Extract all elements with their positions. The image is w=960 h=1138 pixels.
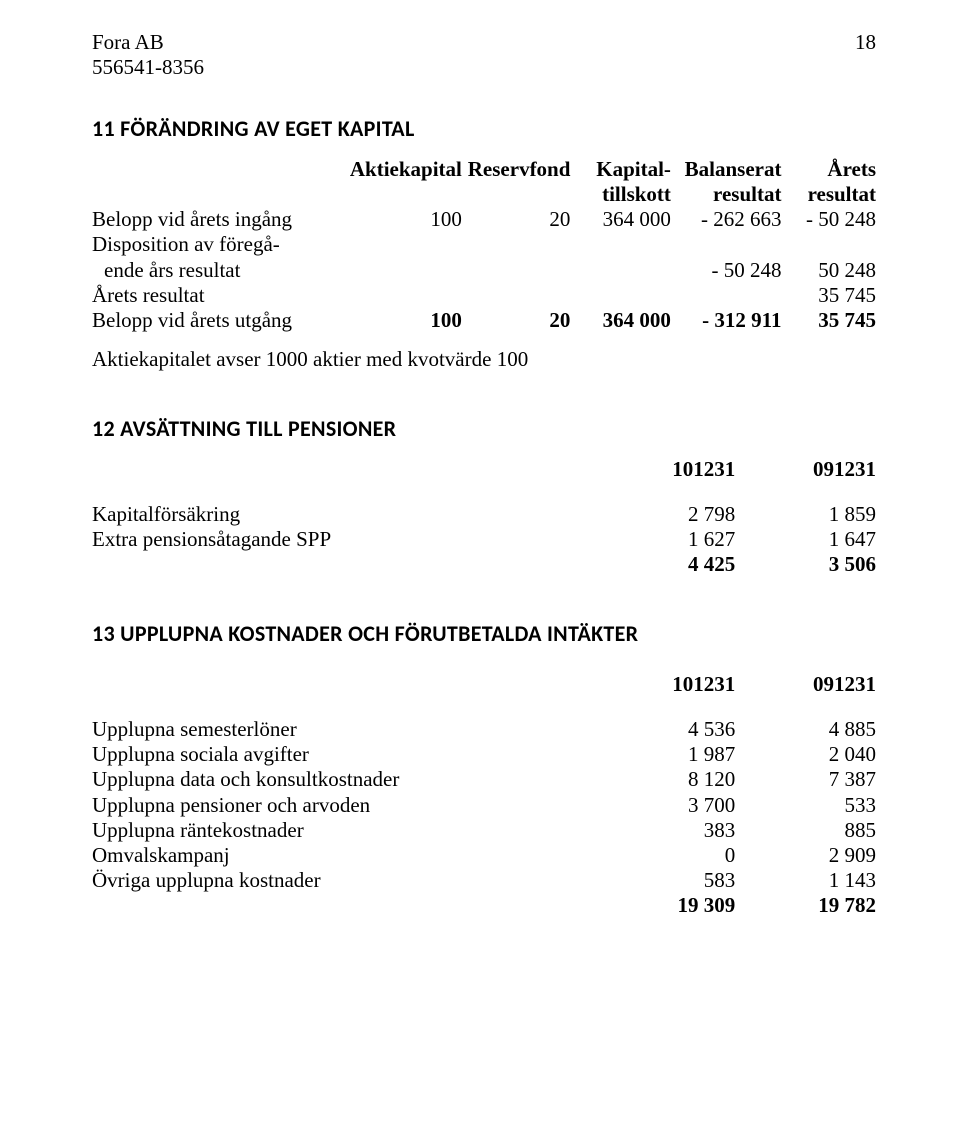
cell: 1 859 bbox=[735, 502, 876, 527]
cell: 35 745 bbox=[781, 308, 876, 333]
total-row: 19 309 19 782 bbox=[92, 893, 876, 918]
cell: 1 987 bbox=[595, 742, 736, 767]
col-091231: 091231 bbox=[735, 672, 876, 697]
table-pension-provisions: 101231 091231 Kapitalförsäkring 2 798 1 … bbox=[92, 457, 876, 578]
col-reservfond: Reservfond bbox=[462, 157, 571, 182]
table-row: Upplupna data och konsultkostnader 8 120… bbox=[92, 767, 876, 792]
table-row: Upplupna räntekostnader 383 885 bbox=[92, 818, 876, 843]
row-label: Upplupna räntekostnader bbox=[92, 818, 595, 843]
row-label: Belopp vid årets utgång bbox=[92, 308, 343, 333]
total-cell: 19 782 bbox=[735, 893, 876, 918]
total-cell: 19 309 bbox=[595, 893, 736, 918]
cell: 4 885 bbox=[735, 717, 876, 742]
col-balanserat-1: Balanserat bbox=[671, 157, 782, 182]
row-label: Kapitalförsäkring bbox=[92, 502, 595, 527]
cell: - 50 248 bbox=[671, 258, 782, 283]
cell: 100 bbox=[343, 308, 462, 333]
total-row: 4 425 3 506 bbox=[92, 552, 876, 577]
col-arets-2: resultat bbox=[781, 182, 876, 207]
row-label: Upplupna sociala avgifter bbox=[92, 742, 595, 767]
row-label: Årets resultat bbox=[92, 283, 343, 308]
col-balanserat-2: resultat bbox=[671, 182, 782, 207]
section-13-title: 13 UPPLUPNA KOSTNADER OCH FÖRUTBETALDA I… bbox=[92, 621, 876, 647]
row-label: Extra pensionsåtagande SPP bbox=[92, 527, 595, 552]
equity-note: Aktiekapitalet avser 1000 aktier med kvo… bbox=[92, 347, 876, 372]
cell: 2 798 bbox=[595, 502, 736, 527]
col-101231: 101231 bbox=[595, 457, 736, 482]
row-label: ende års resultat bbox=[92, 258, 343, 283]
table-row: Upplupna sociala avgifter 1 987 2 040 bbox=[92, 742, 876, 767]
cell: 383 bbox=[595, 818, 736, 843]
row-label: Belopp vid årets ingång bbox=[92, 207, 343, 232]
cell: 3 700 bbox=[595, 793, 736, 818]
col-aktiekapital: Aktiekapital bbox=[343, 157, 462, 182]
cell: 35 745 bbox=[781, 283, 876, 308]
table-accrued-expenses: 101231 091231 Upplupna semesterlöner 4 5… bbox=[92, 672, 876, 919]
col-kapitaltillskott-2: tillskott bbox=[570, 182, 671, 207]
row-label: Upplupna semesterlöner bbox=[92, 717, 595, 742]
col-kapitaltillskott-1: Kapital- bbox=[570, 157, 671, 182]
row-disposition-2: ende års resultat - 50 248 50 248 bbox=[92, 258, 876, 283]
row-label: Upplupna pensioner och arvoden bbox=[92, 793, 595, 818]
table-header-row-1: Aktiekapital Reservfond Kapital- Balanse… bbox=[92, 157, 876, 182]
table-header-row: 101231 091231 bbox=[92, 672, 876, 697]
section-11-title: 11 FÖRÄNDRING AV EGET KAPITAL bbox=[92, 116, 876, 142]
cell: 364 000 bbox=[570, 308, 671, 333]
cell: 20 bbox=[462, 308, 571, 333]
row-label: Omvalskampanj bbox=[92, 843, 595, 868]
row-disposition-1: Disposition av föregå- bbox=[92, 232, 876, 257]
cell: 364 000 bbox=[570, 207, 671, 232]
row-opening: Belopp vid årets ingång 100 20 364 000 -… bbox=[92, 207, 876, 232]
row-arets-resultat: Årets resultat 35 745 bbox=[92, 283, 876, 308]
page-header: Fora AB 18 bbox=[92, 30, 876, 55]
table-header-row: 101231 091231 bbox=[92, 457, 876, 482]
table-row: Övriga upplupna kostnader 583 1 143 bbox=[92, 868, 876, 893]
cell: 533 bbox=[735, 793, 876, 818]
cell: 20 bbox=[462, 207, 571, 232]
table-header-row-2: tillskott resultat resultat bbox=[92, 182, 876, 207]
cell: 4 536 bbox=[595, 717, 736, 742]
table-row: Upplupna semesterlöner 4 536 4 885 bbox=[92, 717, 876, 742]
cell: 1 627 bbox=[595, 527, 736, 552]
row-label: Övriga upplupna kostnader bbox=[92, 868, 595, 893]
table-row: Kapitalförsäkring 2 798 1 859 bbox=[92, 502, 876, 527]
page-number: 18 bbox=[855, 30, 876, 55]
cell: 8 120 bbox=[595, 767, 736, 792]
cell: - 50 248 bbox=[781, 207, 876, 232]
cell: 100 bbox=[343, 207, 462, 232]
cell: 1 143 bbox=[735, 868, 876, 893]
cell: 885 bbox=[735, 818, 876, 843]
cell: - 262 663 bbox=[671, 207, 782, 232]
cell: - 312 911 bbox=[671, 308, 782, 333]
total-cell: 4 425 bbox=[595, 552, 736, 577]
table-row: Omvalskampanj 0 2 909 bbox=[92, 843, 876, 868]
cell: 0 bbox=[595, 843, 736, 868]
total-cell: 3 506 bbox=[735, 552, 876, 577]
cell: 7 387 bbox=[735, 767, 876, 792]
col-101231: 101231 bbox=[595, 672, 736, 697]
table-row: Upplupna pensioner och arvoden 3 700 533 bbox=[92, 793, 876, 818]
company-name: Fora AB bbox=[92, 30, 164, 55]
cell: 2 909 bbox=[735, 843, 876, 868]
cell: 50 248 bbox=[781, 258, 876, 283]
col-091231: 091231 bbox=[735, 457, 876, 482]
row-closing: Belopp vid årets utgång 100 20 364 000 -… bbox=[92, 308, 876, 333]
section-12-title: 12 AVSÄTTNING TILL PENSIONER bbox=[92, 416, 876, 442]
page: Fora AB 18 556541-8356 11 FÖRÄNDRING AV … bbox=[0, 0, 960, 1138]
table-row: Extra pensionsåtagande SPP 1 627 1 647 bbox=[92, 527, 876, 552]
row-label: Disposition av föregå- bbox=[92, 232, 343, 257]
row-label: Upplupna data och konsultkostnader bbox=[92, 767, 595, 792]
col-arets-1: Årets bbox=[781, 157, 876, 182]
cell: 583 bbox=[595, 868, 736, 893]
org-number: 556541-8356 bbox=[92, 55, 876, 80]
cell: 2 040 bbox=[735, 742, 876, 767]
table-equity-change: Aktiekapital Reservfond Kapital- Balanse… bbox=[92, 157, 876, 333]
cell: 1 647 bbox=[735, 527, 876, 552]
